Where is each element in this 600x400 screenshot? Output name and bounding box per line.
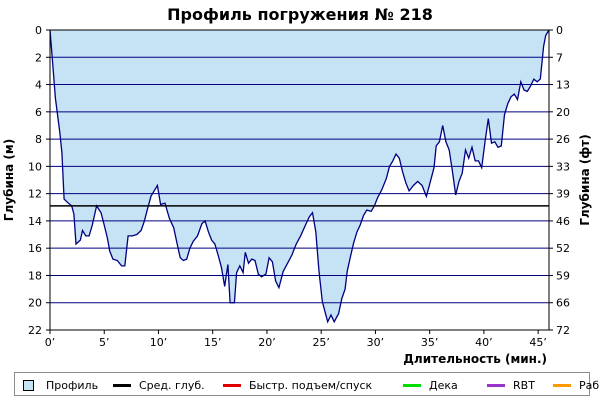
y-right-tick-label-7: 46 [556,215,570,228]
y-right-tick-label-8: 52 [556,242,570,255]
profile-line [49,29,550,324]
y-right-tick-label-10: 66 [556,297,570,310]
y-tick-label-8: 16 [28,242,42,255]
y-tick-label-7: 14 [28,215,42,228]
legend-swatch-0 [23,379,34,391]
x-tick-label-4: 20’ [258,336,276,349]
x-tick-label-5: 25’ [312,336,330,349]
y-right-tick-label-2: 13 [556,79,570,92]
legend-label-0: Профиль [46,378,99,392]
y-tick-label-6: 12 [28,188,42,201]
legend-swatch-4 [487,383,505,387]
legend-item-4: RBT [487,377,535,393]
grid-lines [50,56,549,304]
legend-label-5: Раб. [579,378,600,392]
legend-item-2: Быстр. подъем/спуск [223,377,372,393]
y-right-tick-label-5: 33 [556,160,570,173]
y-right-tick-label-9: 59 [556,269,570,282]
x-tick-label-2: 10’ [150,336,168,349]
y-tick-label-9: 18 [28,269,42,282]
y-tick-label-5: 10 [28,160,42,173]
y-axis-ticks: 0 2 4 6 8 10 12 14 16 18 20 22 [28,24,50,337]
y-tick-label-3: 6 [35,106,42,119]
legend-swatch-3 [403,383,421,387]
y-tick-label-1: 2 [35,51,42,64]
x-tick-label-1: 5’ [99,336,110,349]
profile-area [50,30,549,322]
legend-label-4: RBT [513,378,535,392]
y-right-tick-label-0: 0 [556,24,563,37]
y-tick-label-10: 20 [28,297,42,310]
legend-swatch-5 [553,383,571,387]
y-right-tick-label-3: 20 [556,106,570,119]
y-right-axis-label: Глубина (фт) [578,134,592,225]
legend-swatch-1 [113,383,131,387]
x-tick-label-7: 35’ [421,336,439,349]
legend: Профиль Сред. глуб. Быстр. подъем/спуск Дек… [14,372,600,396]
legend-item-5: Раб. [553,377,600,393]
y-tick-label-0: 0 [35,24,42,37]
legend-label-1: Сред. глуб. [139,378,205,392]
y-right-axis-ticks: 0 7 13 20 26 33 39 46 52 59 66 72 [549,24,570,337]
legend-swatch-2 [223,383,241,387]
legend-item-0: Профиль [23,377,98,393]
plot-border [49,29,550,331]
series-layer [50,30,549,322]
legend-label-2: Быстр. подъем/спуск [249,378,373,392]
y-tick-label-4: 8 [35,133,42,146]
x-tick-label-0: 0’ [45,336,56,349]
y-right-tick-label-6: 39 [556,188,570,201]
x-tick-label-9: 45’ [529,336,547,349]
x-tick-label-8: 40’ [475,336,493,349]
x-axis-label: Длительность (мин.) [403,352,547,366]
dive-profile-chart: 0’ 5’ 10’ 15’ 20’ 25’ 30’ 35’ 40’ 45’024681012141… [2,5,592,366]
y-right-tick-label-1: 7 [556,51,563,64]
legend-item-1: Сред. глуб. [113,377,205,393]
legend-label-3: Дека [429,378,458,392]
x-tick-label-6: 30’ [367,336,385,349]
x-tick-label-3: 15’ [204,336,222,349]
plot-frame [49,29,550,331]
y-axis-label: Глубина (м) [2,139,16,221]
chart-title: Профиль погружения № 218 [167,5,433,24]
x-axis-ticks: 0’ 5’ 10’ 15’ 20’ 25’ 30’ 35’ 40’ 45’ [45,330,547,349]
y-tick-label-11: 22 [28,324,42,337]
y-tick-label-2: 4 [35,79,42,92]
legend-item-3: Дека [403,377,458,393]
y-right-tick-label-4: 26 [556,133,570,146]
y-right-tick-label-11: 72 [556,324,570,337]
